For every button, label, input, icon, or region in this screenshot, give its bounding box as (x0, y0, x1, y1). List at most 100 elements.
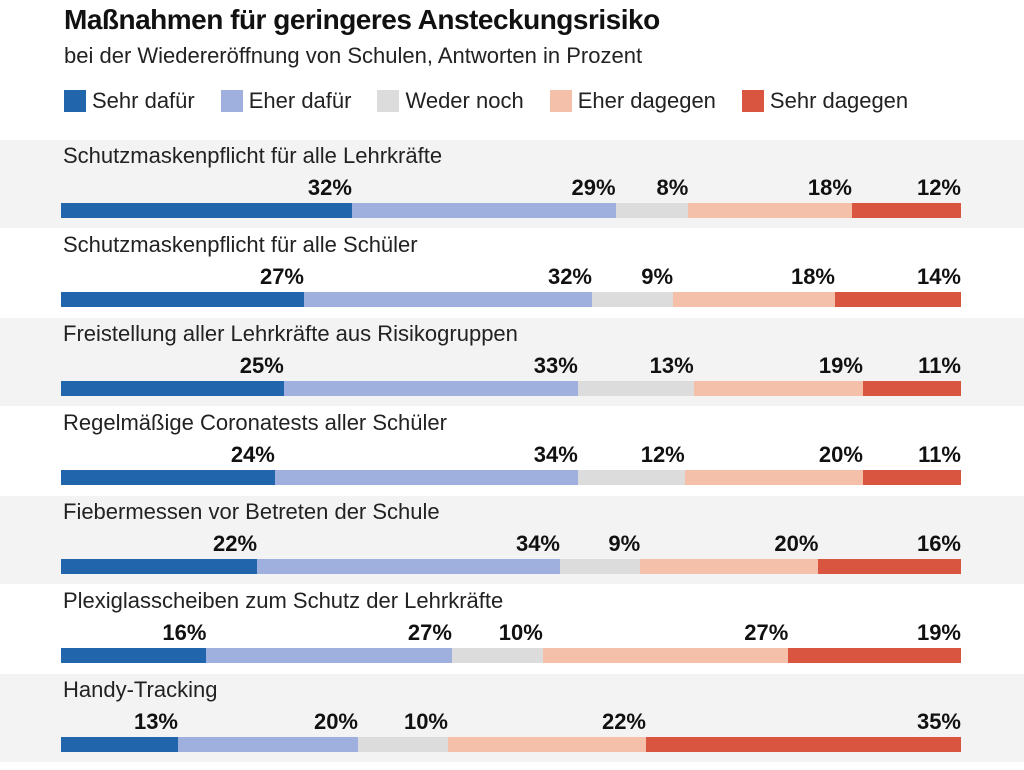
legend-item-sehr-dagegen: Sehr dagegen (741, 88, 909, 114)
data-label-eher-dagegen: 20% (774, 531, 819, 556)
bar-segment-sehr-dafuer (61, 292, 304, 307)
data-label-weder-noch: 9% (641, 264, 673, 289)
data-label-eher-dafuer: 20% (313, 709, 358, 734)
data-label-weder-noch: 10% (498, 620, 543, 645)
bar-segment-sehr-dagegen (835, 292, 961, 307)
legend-label: Sehr dafür (92, 88, 195, 113)
bar-segment-sehr-dafuer (61, 470, 275, 485)
data-label-eher-dafuer: 34% (515, 531, 560, 556)
data-label-eher-dagegen: 20% (818, 442, 863, 467)
data-label-sehr-dafuer: 25% (239, 353, 284, 378)
bar-segment-weder-noch (592, 292, 673, 307)
data-label-eher-dafuer: 29% (571, 175, 616, 200)
bar-row: Regelmäßige Coronatests aller Schüler 24%… (0, 407, 1024, 495)
data-label-weder-noch: 10% (403, 709, 448, 734)
bar-segment-weder-noch (451, 648, 543, 663)
bar-segment-weder-noch (358, 737, 448, 752)
data-label-sehr-dagegen: 19% (916, 620, 961, 645)
chart-subtitle: bei der Wiedereröffnung von Schulen, Ant… (64, 43, 643, 68)
bar-row: Handy-Tracking 13% 20% 10% 22% 35% (0, 674, 1024, 762)
category-label: Freistellung aller Lehrkräfte aus Risiko… (63, 321, 518, 346)
data-label-sehr-dafuer: 16% (162, 620, 207, 645)
legend-swatch (220, 90, 243, 112)
legend-swatch (64, 90, 86, 112)
legend-item-sehr-dafuer: Sehr dafür (64, 88, 195, 114)
bar-segment-eher-dagegen (542, 648, 789, 663)
bar-segment-weder-noch (577, 381, 694, 396)
bar-segment-eher-dafuer (283, 381, 578, 396)
category-label: Schutzmaskenpflicht für alle Lehrkräfte (63, 143, 443, 168)
data-label-eher-dagegen: 27% (744, 620, 789, 645)
bar-segment-eher-dagegen (688, 203, 852, 218)
bar-segment-sehr-dagegen (851, 203, 961, 218)
bar-segment-eher-dafuer (351, 203, 616, 218)
data-label-sehr-dagegen: 12% (916, 175, 961, 200)
data-label-sehr-dagegen: 11% (918, 353, 961, 378)
legend-item-eher-dafuer: Eher dafür (220, 88, 352, 114)
bar-segment-eher-dafuer (257, 559, 560, 574)
data-label-sehr-dafuer: 32% (307, 175, 352, 200)
category-label: Fiebermessen vor Betreten der Schule (63, 499, 440, 524)
bar-segment-eher-dagegen (673, 292, 835, 307)
legend-label: Weder noch (405, 88, 524, 113)
data-label-weder-noch: 8% (656, 175, 689, 200)
legend-label: Eher dafür (248, 88, 352, 113)
data-label-eher-dafuer: 32% (547, 264, 592, 289)
data-label-sehr-dagegen: 14% (916, 264, 961, 289)
bar-segment-sehr-dagegen (818, 559, 961, 574)
legend-label: Eher dagegen (577, 88, 716, 113)
data-label-weder-noch: 12% (640, 442, 685, 467)
data-label-sehr-dafuer: 27% (259, 264, 304, 289)
bar-row: Fiebermessen vor Betreten der Schule 22% 3… (0, 496, 1024, 584)
data-label-sehr-dafuer: 13% (133, 709, 178, 734)
data-label-weder-noch: 13% (649, 353, 694, 378)
bar-segment-eher-dagegen (448, 737, 646, 752)
bar-segment-sehr-dafuer (61, 203, 352, 218)
bar-row: Freistellung aller Lehrkräfte aus Risiko… (0, 318, 1024, 406)
bar-row: Plexiglasscheiben zum Schutz der Lehrkrä… (0, 585, 1024, 673)
legend-swatch (377, 90, 400, 112)
data-label-eher-dafuer: 34% (533, 442, 578, 467)
category-label: Plexiglasscheiben zum Schutz der Lehrkrä… (63, 588, 504, 613)
bar-segment-eher-dafuer (274, 470, 578, 485)
legend-item-eher-dagegen: Eher dagegen (549, 88, 716, 114)
data-label-sehr-dagegen: 35% (916, 709, 961, 734)
bar-segment-weder-noch (577, 470, 685, 485)
bar-segment-eher-dafuer (304, 292, 592, 307)
category-label: Regelmäßige Coronatests aller Schüler (63, 410, 447, 435)
legend-item-weder-noch: Weder noch (377, 88, 524, 114)
bar-segment-sehr-dafuer (61, 559, 258, 574)
chart-title: Maßnahmen für geringeres Ansteckungsrisi… (64, 4, 660, 35)
legend-swatch (549, 90, 572, 112)
bar-segment-sehr-dagegen (788, 648, 961, 663)
legend-label: Sehr dagegen (769, 88, 909, 113)
bar-segment-sehr-dagegen (646, 737, 961, 752)
data-label-weder-noch: 9% (608, 531, 641, 556)
data-label-eher-dagegen: 19% (818, 353, 863, 378)
legend: Sehr dafür Eher dafür Weder noch Eher da… (64, 88, 934, 114)
category-label: Schutzmaskenpflicht für alle Schüler (63, 232, 418, 257)
bar-segment-eher-dagegen (684, 470, 863, 485)
data-label-eher-dafuer: 27% (407, 620, 452, 645)
category-label: Handy-Tracking (63, 677, 218, 702)
bar-segment-sehr-dafuer (61, 648, 207, 663)
bar-segment-eher-dagegen (693, 381, 863, 396)
bar-row: Schutzmaskenpflicht für alle Schüler 27% 3… (0, 229, 1024, 317)
bar-segment-sehr-dafuer (61, 381, 284, 396)
data-label-sehr-dagegen: 11% (918, 442, 961, 467)
data-label-eher-dagegen: 22% (601, 709, 646, 734)
bar-segment-weder-noch (615, 203, 689, 218)
bar-segment-sehr-dafuer (61, 737, 178, 752)
bar-row: Schutzmaskenpflicht für alle Lehrkräfte 3… (0, 140, 1024, 228)
bar-segment-sehr-dagegen (862, 470, 961, 485)
data-label-sehr-dafuer: 22% (212, 531, 258, 556)
data-label-sehr-dagegen: 16% (916, 531, 961, 556)
bar-segment-eher-dafuer (206, 648, 452, 663)
bar-segment-weder-noch (560, 559, 641, 574)
data-label-eher-dagegen: 18% (790, 264, 835, 289)
data-label-eher-dafuer: 33% (533, 353, 578, 378)
data-label-eher-dagegen: 18% (807, 175, 852, 200)
bar-segment-sehr-dagegen (862, 381, 961, 396)
legend-swatch (741, 90, 764, 112)
bar-segment-eher-dagegen (640, 559, 819, 574)
